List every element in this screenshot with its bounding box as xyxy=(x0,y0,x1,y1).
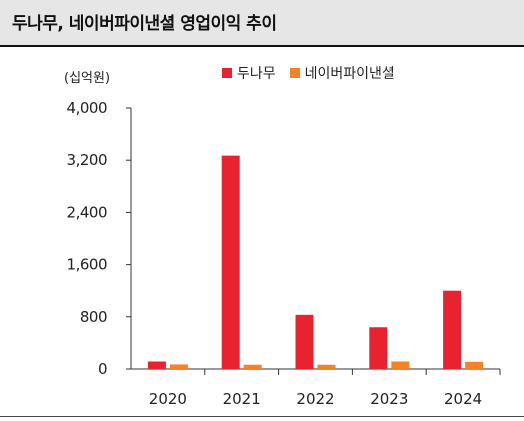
bar-dunamu xyxy=(295,314,314,369)
y-tick-label: 2,400 xyxy=(67,203,107,221)
x-tick-label: 2022 xyxy=(296,390,334,408)
x-tick-label: 2023 xyxy=(370,390,408,408)
legend-label-naver-financial: 네이버파이낸셜 xyxy=(304,66,395,82)
bar-naver-financial xyxy=(465,361,484,369)
legend: 두나무 네이버파이낸셜 xyxy=(222,63,409,83)
legend-swatch-naver-financial xyxy=(289,68,300,78)
legend-item-dunamu: 두나무 xyxy=(222,63,276,83)
y-tick-label: 800 xyxy=(80,308,107,326)
chart-title: 두나무, 네이버파이낸셜 영업이익 추이 xyxy=(12,14,277,34)
title-bar: 두나무, 네이버파이낸셜 영업이익 추이 xyxy=(0,0,524,47)
y-tick-label: 3,200 xyxy=(67,151,107,169)
x-tick-label: 2024 xyxy=(444,390,482,408)
y-tick-label: 4,000 xyxy=(67,99,107,117)
y-tick-label: 1,600 xyxy=(67,256,107,274)
bottom-rule xyxy=(0,416,524,417)
x-tick-label: 2020 xyxy=(149,390,187,408)
bar-naver-financial xyxy=(391,361,410,369)
y-tick-label: 0 xyxy=(98,360,107,378)
bar-naver-financial xyxy=(243,364,262,369)
legend-swatch-dunamu xyxy=(222,68,232,78)
x-tick-label: 2021 xyxy=(223,390,261,408)
legend-label-dunamu: 두나무 xyxy=(237,66,276,82)
bar-dunamu xyxy=(221,155,240,369)
bar-dunamu xyxy=(147,361,166,369)
bar-naver-financial xyxy=(169,364,188,369)
bar-dunamu xyxy=(369,327,388,369)
bar-dunamu xyxy=(443,290,462,369)
legend-item-naver-financial: 네이버파이낸셜 xyxy=(289,63,395,83)
unit-label: (십억원) xyxy=(64,71,111,86)
bar-naver-financial xyxy=(317,364,336,369)
